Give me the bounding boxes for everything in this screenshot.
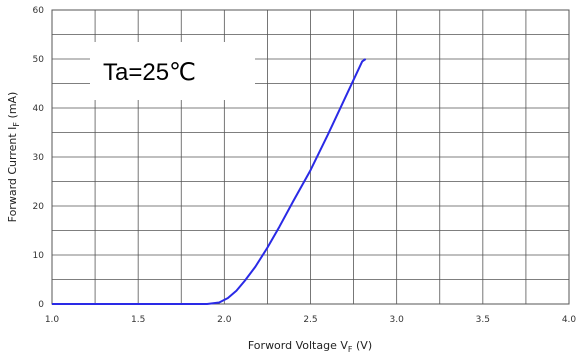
annotation-box (90, 42, 255, 100)
x-tick-label: 4.0 (562, 315, 577, 325)
x-axis-title-subscript: F (348, 345, 353, 354)
x-axis-title-unit: (V) (353, 339, 373, 352)
x-axis-title: Forword Voltage VF (V) (248, 339, 372, 354)
y-tick-label: 60 (33, 6, 45, 16)
y-tick-label: 10 (33, 251, 45, 261)
temperature-annotation: Ta=25℃ (90, 42, 255, 100)
series-line (52, 58, 367, 305)
x-tick-label: 2.0 (217, 315, 232, 325)
x-tick-label: 1.5 (131, 315, 145, 325)
x-axis-ticks: 1.0 1.5 2.0 2.5 3.0 3.5 4.0 (45, 315, 577, 325)
x-tick-label: 3.0 (390, 315, 405, 325)
y-tick-label: 40 (33, 104, 45, 114)
x-tick-label: 2.5 (303, 315, 317, 325)
y-tick-label: 0 (38, 300, 44, 310)
annotation-text: Ta=25℃ (103, 59, 196, 86)
y-axis-title-unit: (mA) (6, 92, 19, 122)
plot-frame (51, 9, 570, 305)
x-tick-label: 1.0 (45, 315, 60, 325)
x-tick-label: 3.5 (476, 315, 490, 325)
y-axis-ticks: 0 10 20 30 40 50 60 (33, 6, 45, 310)
y-tick-label: 50 (33, 55, 45, 65)
y-axis-title-subscript: F (12, 122, 21, 127)
y-tick-label: 20 (33, 202, 45, 212)
series (52, 58, 367, 305)
x-axis-title-main: Forword Voltage V (248, 339, 348, 352)
y-axis-title: Forward Current IF (mA) (6, 92, 21, 223)
y-axis-title-main: Forward Current I (6, 127, 19, 223)
y-tick-label: 30 (33, 153, 45, 163)
